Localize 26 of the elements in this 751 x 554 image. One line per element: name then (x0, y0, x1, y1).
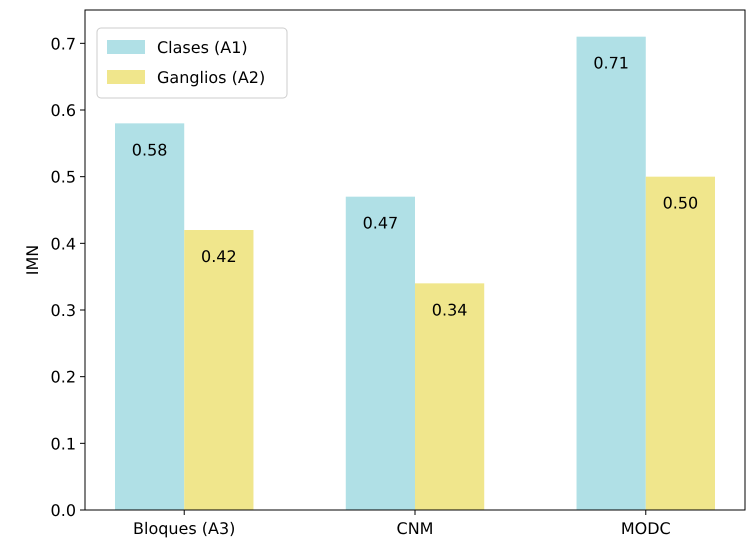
data-label: 0.34 (432, 300, 468, 320)
y-tick-label: 0.6 (50, 101, 76, 120)
y-axis-title: IMN (23, 244, 42, 276)
data-label: 0.42 (201, 247, 237, 266)
data-label: 0.58 (132, 140, 168, 160)
y-tick-label: 0.4 (50, 234, 76, 254)
x-tick-label: MODC (620, 519, 671, 538)
data-label: 0.50 (662, 194, 698, 213)
legend-label: Clases (A1) (157, 38, 248, 57)
bar (646, 176, 715, 510)
y-tick-label: 0.2 (50, 368, 76, 387)
x-tick-label: CNM (396, 519, 434, 538)
data-label: 0.71 (593, 54, 629, 73)
y-tick-label: 0.5 (50, 168, 76, 187)
y-tick-label: 0.7 (50, 34, 76, 54)
x-tick-label: Bloques (A3) (133, 519, 236, 538)
legend-label: Ganglios (A2) (157, 68, 266, 87)
y-tick-label: 0.0 (50, 501, 76, 520)
bar (184, 230, 254, 510)
y-tick-label: 0.1 (50, 434, 76, 454)
bar (576, 36, 646, 510)
y-tick-label: 0.3 (50, 301, 76, 320)
bar (115, 123, 184, 510)
bar (346, 196, 415, 510)
bar (415, 283, 484, 510)
data-label: 0.47 (362, 214, 398, 233)
